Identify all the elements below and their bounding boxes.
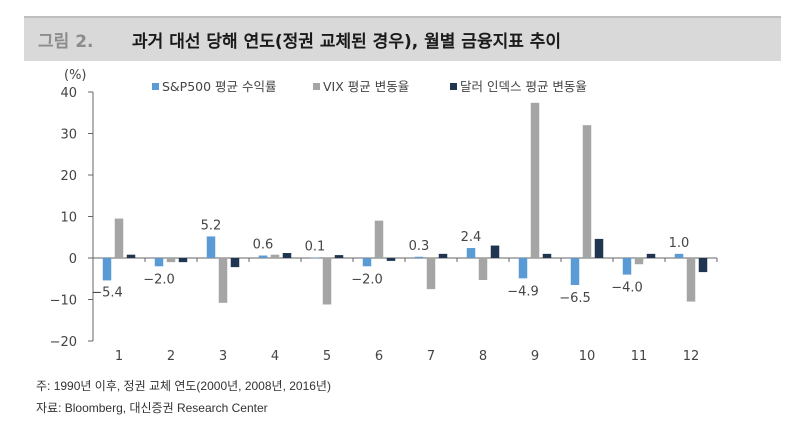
x-tick-label: 5 xyxy=(323,349,331,364)
bar-vix-3 xyxy=(218,258,228,303)
data-label-sp500: −4.0 xyxy=(611,281,643,296)
data-label-sp500: 2.4 xyxy=(461,230,482,245)
bar-sp500-12 xyxy=(674,253,684,258)
bar-vix-9 xyxy=(530,102,540,258)
x-tick-label: 1 xyxy=(115,349,123,364)
bar-vix-6 xyxy=(374,220,384,258)
data-label-sp500: −2.0 xyxy=(351,272,383,287)
y-tick-label: 40 xyxy=(60,86,77,101)
bar-sp500-4 xyxy=(258,255,268,258)
bar-sp500-3 xyxy=(206,236,216,258)
chart-note: 주: 1990년 이후, 정권 교체 연도(2000년, 2008년, 2016… xyxy=(36,379,331,393)
data-label-sp500: 0.1 xyxy=(305,240,326,255)
legend-label: 달러 인덱스 평균 변동율 xyxy=(460,79,587,94)
bar-vix-7 xyxy=(426,258,436,290)
x-tick-label: 2 xyxy=(167,349,175,364)
figure-title-bar: 그림 2. 과거 대선 당해 연도(정권 교체된 경우), 월별 금융지표 추이 xyxy=(24,16,781,61)
legend-label: S&P500 평균 수익률 xyxy=(162,79,277,94)
bar-sp500-7 xyxy=(414,256,424,258)
x-tick-label: 4 xyxy=(271,349,279,364)
bar-sp500-1 xyxy=(102,258,112,281)
data-label-sp500: −6.5 xyxy=(559,291,591,306)
x-tick-label: 7 xyxy=(427,349,435,364)
bar-vix-2 xyxy=(166,258,176,263)
bar-dxy-2 xyxy=(178,258,188,263)
data-label-sp500: −4.9 xyxy=(507,284,539,299)
y-tick-label: 0 xyxy=(69,252,77,267)
legend-label: VIX 평균 변동율 xyxy=(323,79,409,94)
bar-sp500-11 xyxy=(622,258,632,275)
bar-sp500-6 xyxy=(362,258,372,267)
bar-vix-11 xyxy=(634,258,644,265)
bar-sp500-5 xyxy=(310,257,320,259)
bar-dxy-9 xyxy=(542,253,552,258)
y-tick-label: −20 xyxy=(50,335,77,350)
x-tick-label: 10 xyxy=(579,349,596,364)
bar-vix-12 xyxy=(686,258,696,302)
y-tick-label: 20 xyxy=(60,169,77,184)
bar-dxy-11 xyxy=(646,253,656,258)
data-label-sp500: 5.2 xyxy=(201,218,222,233)
bar-sp500-8 xyxy=(466,248,476,258)
bar-dxy-4 xyxy=(282,253,292,258)
bar-sp500-10 xyxy=(570,258,580,285)
bar-vix-1 xyxy=(114,218,124,258)
data-label-sp500: 1.0 xyxy=(669,236,690,251)
data-label-sp500: −5.4 xyxy=(91,285,123,300)
chart-source: 자료: Bloomberg, 대신증권 Research Center xyxy=(36,401,268,415)
bar-dxy-5 xyxy=(334,255,344,258)
y-tick-label: 10 xyxy=(60,211,77,226)
bar-vix-10 xyxy=(582,125,592,258)
bar-dxy-7 xyxy=(438,253,448,258)
data-label-sp500: 0.3 xyxy=(409,239,430,254)
x-tick-label: 8 xyxy=(479,349,487,364)
x-tick-label: 9 xyxy=(531,349,539,364)
figure-title: 과거 대선 당해 연도(정권 교체된 경우), 월별 금융지표 추이 xyxy=(132,32,562,52)
bar-dxy-1 xyxy=(126,254,136,258)
bar-dxy-8 xyxy=(490,245,500,258)
y-axis-label: (%) xyxy=(64,68,87,83)
bar-vix-8 xyxy=(478,258,488,280)
figure-label: 그림 2. xyxy=(38,32,94,52)
y-tick-label: 30 xyxy=(60,128,77,143)
legend-swatch xyxy=(313,83,320,90)
legend-swatch xyxy=(450,83,457,90)
bar-vix-4 xyxy=(270,254,280,258)
bar-dxy-12 xyxy=(698,258,708,273)
bar-dxy-3 xyxy=(230,258,240,268)
x-tick-label: 12 xyxy=(683,349,700,364)
legend-swatch xyxy=(152,83,159,90)
x-tick-label: 6 xyxy=(375,349,383,364)
x-tick-label: 11 xyxy=(631,349,648,364)
data-label-sp500: −2.0 xyxy=(143,272,175,287)
bar-dxy-10 xyxy=(594,238,604,258)
bar-sp500-2 xyxy=(154,258,164,267)
x-tick-label: 3 xyxy=(219,349,227,364)
bar-dxy-6 xyxy=(386,258,396,261)
bar-vix-5 xyxy=(322,258,332,305)
y-tick-label: −10 xyxy=(50,294,77,309)
data-label-sp500: 0.6 xyxy=(253,238,274,253)
bar-sp500-9 xyxy=(518,258,528,279)
